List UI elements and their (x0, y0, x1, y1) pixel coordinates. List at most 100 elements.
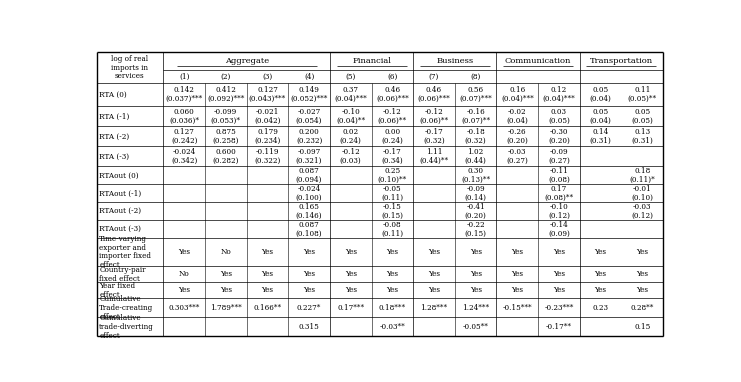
Text: 0.875
(0.258): 0.875 (0.258) (213, 128, 239, 145)
Text: -0.02
(0.04): -0.02 (0.04) (506, 108, 528, 125)
Text: RTA (0): RTA (0) (99, 91, 127, 99)
Text: -0.03
(0.27): -0.03 (0.27) (506, 148, 528, 165)
Text: Yes: Yes (262, 248, 273, 256)
Text: Yes: Yes (386, 270, 399, 278)
Text: 0.25
(0.10)**: 0.25 (0.10)** (378, 167, 407, 184)
Text: -0.021
(0.042): -0.021 (0.042) (254, 108, 281, 125)
Text: (1): (1) (179, 73, 190, 81)
Text: Yes: Yes (553, 270, 565, 278)
Text: 0.05
(0.04): 0.05 (0.04) (590, 108, 611, 125)
Text: log of real
imports in
services: log of real imports in services (111, 55, 148, 81)
Text: -0.03
(0.12): -0.03 (0.12) (631, 203, 654, 220)
Text: Yes: Yes (637, 270, 648, 278)
Text: -0.14
(0.09): -0.14 (0.09) (548, 221, 570, 238)
Text: Yes: Yes (637, 286, 648, 294)
Text: Yes: Yes (428, 270, 440, 278)
Text: (5): (5) (345, 73, 356, 81)
Text: -0.027
(0.054): -0.027 (0.054) (296, 108, 322, 125)
Text: Cumulative
Trade-creating
effect: Cumulative Trade-creating effect (99, 295, 153, 320)
Text: 0.00
(0.24): 0.00 (0.24) (382, 128, 403, 145)
Text: (8): (8) (471, 73, 481, 81)
Text: Yes: Yes (428, 286, 440, 294)
Text: 0.179
(0.234): 0.179 (0.234) (254, 128, 281, 145)
Text: 0.05
(0.04): 0.05 (0.04) (590, 86, 611, 103)
Text: -0.12
(0.03): -0.12 (0.03) (340, 148, 362, 165)
Text: Yes: Yes (428, 248, 440, 256)
Text: -0.12
(0.06)**: -0.12 (0.06)** (378, 108, 407, 125)
Text: -0.30
(0.20): -0.30 (0.20) (548, 128, 570, 145)
Text: No: No (220, 248, 231, 256)
Text: -0.16
(0.07)**: -0.16 (0.07)** (461, 108, 491, 125)
Text: 0.23: 0.23 (593, 304, 608, 312)
Text: 0.03
(0.05): 0.03 (0.05) (548, 108, 570, 125)
Text: 1.789***: 1.789*** (210, 304, 242, 312)
Text: 0.149
(0.052)***: 0.149 (0.052)*** (290, 86, 328, 103)
Text: Yes: Yes (262, 270, 273, 278)
Text: Yes: Yes (470, 270, 482, 278)
Text: Communication: Communication (505, 57, 571, 65)
Text: -0.097
(0.321): -0.097 (0.321) (296, 148, 322, 165)
Text: 0.17***: 0.17*** (337, 304, 365, 312)
Text: -0.01
(0.10): -0.01 (0.10) (631, 185, 654, 202)
Text: 0.05
(0.05): 0.05 (0.05) (631, 108, 653, 125)
Text: Yes: Yes (637, 248, 648, 256)
Text: -0.024
(0.100): -0.024 (0.100) (296, 185, 322, 202)
Text: Yes: Yes (345, 286, 356, 294)
Text: -0.10
(0.04)**: -0.10 (0.04)** (336, 108, 365, 125)
Text: -0.15***: -0.15*** (502, 304, 532, 312)
Text: -0.03**: -0.03** (379, 323, 405, 331)
Text: Time-varying
exporter and
importer fixed
effect: Time-varying exporter and importer fixed… (99, 235, 151, 269)
Text: 0.13
(0.31): 0.13 (0.31) (631, 128, 653, 145)
Text: Cumulative
trade-diverting
effect: Cumulative trade-diverting effect (99, 314, 154, 340)
Text: 0.600
(0.282): 0.600 (0.282) (213, 148, 239, 165)
Text: (4): (4) (304, 73, 314, 81)
Text: Yes: Yes (178, 286, 190, 294)
Text: 0.166**: 0.166** (253, 304, 282, 312)
Text: RTA (-2): RTA (-2) (99, 133, 130, 141)
Text: 0.165
(0.146): 0.165 (0.146) (296, 203, 322, 220)
Text: Yes: Yes (511, 248, 523, 256)
Text: -0.41
(0.20): -0.41 (0.20) (465, 203, 487, 220)
Text: Yes: Yes (262, 286, 273, 294)
Text: 0.56
(0.07)***: 0.56 (0.07)*** (459, 86, 492, 103)
Text: RTAout (0): RTAout (0) (99, 172, 139, 180)
Text: Yes: Yes (553, 286, 565, 294)
Text: -0.08
(0.11): -0.08 (0.11) (382, 221, 403, 238)
Text: 1.11
(0.44)**: 1.11 (0.44)** (419, 148, 448, 165)
Text: 0.18
(0.11)*: 0.18 (0.11)* (629, 167, 655, 184)
Text: Yes: Yes (553, 248, 565, 256)
Text: RTA (-1): RTA (-1) (99, 112, 130, 120)
Text: -0.10
(0.12): -0.10 (0.12) (548, 203, 570, 220)
Text: (7): (7) (429, 73, 439, 81)
Text: -0.22
(0.15): -0.22 (0.15) (465, 221, 487, 238)
Text: -0.17
(0.34): -0.17 (0.34) (382, 148, 403, 165)
Text: 0.46
(0.06)***: 0.46 (0.06)*** (376, 86, 409, 103)
Text: -0.119
(0.322): -0.119 (0.322) (254, 148, 281, 165)
Text: (3): (3) (262, 73, 273, 81)
Text: (2): (2) (221, 73, 231, 81)
Text: 0.30
(0.13)**: 0.30 (0.13)** (461, 167, 491, 184)
Text: 0.15: 0.15 (634, 323, 651, 331)
Text: Yes: Yes (511, 270, 523, 278)
Text: 0.142
(0.037)***: 0.142 (0.037)*** (165, 86, 203, 103)
Text: Yes: Yes (470, 286, 482, 294)
Text: Yes: Yes (386, 248, 399, 256)
Text: -0.09
(0.27): -0.09 (0.27) (548, 148, 570, 165)
Text: -0.15
(0.15): -0.15 (0.15) (382, 203, 403, 220)
Text: Yes: Yes (345, 270, 356, 278)
Text: 0.18***: 0.18*** (379, 304, 406, 312)
Text: (6): (6) (388, 73, 398, 81)
Text: Yes: Yes (594, 270, 607, 278)
Text: -0.09
(0.14): -0.09 (0.14) (465, 185, 487, 202)
Text: -0.18
(0.32): -0.18 (0.32) (465, 128, 487, 145)
Text: -0.024
(0.342): -0.024 (0.342) (171, 148, 197, 165)
Text: -0.23***: -0.23*** (544, 304, 574, 312)
Text: 0.087
(0.108): 0.087 (0.108) (296, 221, 322, 238)
Text: Yes: Yes (511, 286, 523, 294)
Text: 0.303***: 0.303*** (168, 304, 200, 312)
Text: -0.11
(0.08): -0.11 (0.08) (548, 167, 570, 184)
Text: -0.12
(0.06)**: -0.12 (0.06)** (419, 108, 448, 125)
Text: -0.17**: -0.17** (546, 323, 572, 331)
Text: Yes: Yes (470, 248, 482, 256)
Text: Yes: Yes (345, 248, 356, 256)
